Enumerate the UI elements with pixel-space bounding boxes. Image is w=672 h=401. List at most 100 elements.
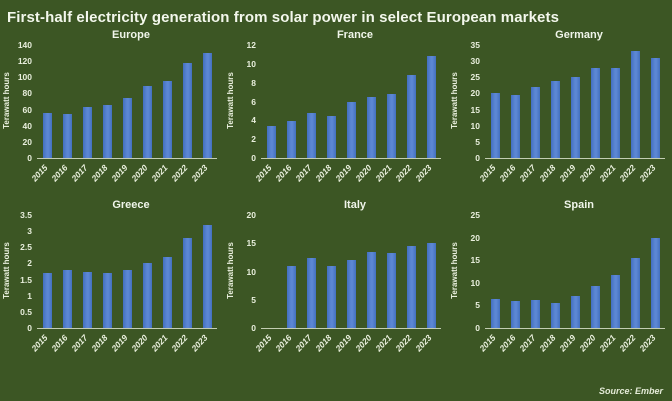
plot	[485, 215, 665, 329]
bar	[610, 67, 620, 158]
bar-slot	[177, 215, 197, 328]
bar	[630, 51, 640, 158]
y-axis-tick: 10	[470, 120, 480, 131]
y-axis-tick: 100	[17, 72, 32, 83]
y-axis-tick: 60	[22, 104, 32, 115]
bar	[182, 237, 192, 328]
y-axis-tick: 3.5	[20, 210, 32, 220]
x-axis-labels: 2015 2016 2017 2018 2019 2020 2021 2022 2023	[29, 158, 217, 194]
y-axis-tick: 40	[22, 120, 32, 131]
bar-slot	[565, 215, 585, 328]
bar	[162, 256, 172, 328]
bar	[286, 121, 296, 158]
bar-slot	[117, 45, 137, 158]
y-axis-title: Terawatt hours	[0, 45, 13, 158]
bar	[426, 56, 436, 158]
x-axis-label: 2015	[29, 332, 50, 354]
plot-area: Terawatt hours 0 5 10 15 20 25	[448, 211, 672, 333]
x-label-slot: 2023	[189, 158, 217, 194]
y-axis-tick: 1.5	[20, 274, 32, 285]
plot-area: Terawatt hours 0 0.5 1 1.5 2 2.5 3 3.5	[0, 211, 224, 332]
bar	[326, 265, 336, 328]
bar-slot	[421, 45, 441, 158]
bar	[162, 80, 172, 158]
y-axis-ticks: 0 2 4 6 8 10 12	[237, 41, 261, 163]
bar	[590, 67, 600, 158]
y-axis-tick: 0	[251, 153, 256, 163]
y-axis-tick: 35	[470, 40, 480, 50]
bar	[426, 242, 436, 328]
bar-slot	[361, 45, 381, 158]
plot	[485, 45, 665, 159]
page-title: First-half electricity generation from s…	[7, 9, 560, 26]
y-axis-title-text: Terawatt hours	[2, 242, 11, 299]
bar-slot	[525, 45, 545, 158]
y-axis-tick: 80	[22, 88, 32, 99]
bar	[570, 77, 580, 158]
bar-slot	[545, 215, 565, 328]
y-axis-tick: 4	[251, 115, 256, 126]
bar	[346, 259, 356, 328]
bar	[306, 112, 316, 158]
bar-slot	[77, 215, 97, 328]
chart-greece: Greece Terawatt hours 0 0.5 1 1.5 2 2.5 3 3.5 2015…	[0, 198, 224, 368]
y-axis-tick: 20	[470, 88, 480, 99]
bar-slot	[341, 45, 361, 158]
x-label-slot: 2023	[637, 328, 665, 364]
bar-slot	[585, 215, 605, 328]
plot-area: Terawatt hours 0 5 10 15 20	[224, 211, 448, 332]
chart-title: Greece	[112, 199, 150, 211]
bar	[650, 237, 660, 328]
y-axis-title-text: Terawatt hours	[2, 72, 11, 129]
y-axis-tick: 3	[27, 226, 32, 237]
bar-slot	[261, 215, 281, 328]
y-axis-tick: 5	[475, 136, 480, 147]
y-axis-tick: 0	[475, 153, 480, 163]
bar	[610, 275, 620, 328]
bar-slot	[381, 45, 401, 158]
y-axis-tick: 15	[470, 104, 480, 115]
bar	[266, 125, 276, 158]
bar	[510, 300, 520, 328]
bar	[510, 95, 520, 158]
bar	[386, 252, 396, 328]
y-axis-ticks: 0 5 10 15 20 25	[461, 211, 485, 333]
bar	[182, 62, 192, 158]
bar	[42, 273, 52, 328]
bar-slot	[137, 45, 157, 158]
bar-slot	[157, 45, 177, 158]
y-axis-tick: 0	[27, 323, 32, 333]
bar-slot	[197, 45, 217, 158]
bar-slot	[157, 215, 177, 328]
bar-slot	[37, 45, 57, 158]
bar	[346, 102, 356, 158]
bar	[102, 273, 112, 328]
bar-slot	[281, 45, 301, 158]
y-axis-tick: 10	[470, 277, 480, 288]
bar-slot	[341, 215, 361, 328]
chart-europe: Europe Terawatt hours 0 20 40 60 80 100 120 140 20…	[0, 28, 224, 198]
bar	[590, 285, 600, 328]
bar	[366, 96, 376, 158]
bar-slot	[37, 215, 57, 328]
y-axis-title-text: Terawatt hours	[226, 242, 235, 299]
bar-slot	[645, 215, 665, 328]
bar-slot	[117, 215, 137, 328]
bar	[406, 246, 416, 328]
y-axis-title-text: Terawatt hours	[450, 242, 459, 299]
chart-spain: Spain Terawatt hours 0 5 10 15 20 25 2015 2016 201…	[448, 198, 672, 368]
bar	[286, 265, 296, 328]
bar	[490, 93, 500, 158]
bar	[550, 81, 560, 158]
bar-slot	[177, 45, 197, 158]
y-axis-tick: 15	[246, 238, 256, 249]
y-axis-title: Terawatt hours	[448, 45, 461, 158]
bar	[650, 57, 660, 158]
x-label-slot: 2023	[413, 158, 441, 194]
y-axis-tick: 20	[246, 210, 256, 220]
y-axis-ticks: 0 5 10 15 20 25 30 35	[461, 41, 485, 163]
bar	[42, 112, 52, 158]
y-axis-tick: 8	[251, 77, 256, 88]
y-axis-title: Terawatt hours	[448, 215, 461, 328]
